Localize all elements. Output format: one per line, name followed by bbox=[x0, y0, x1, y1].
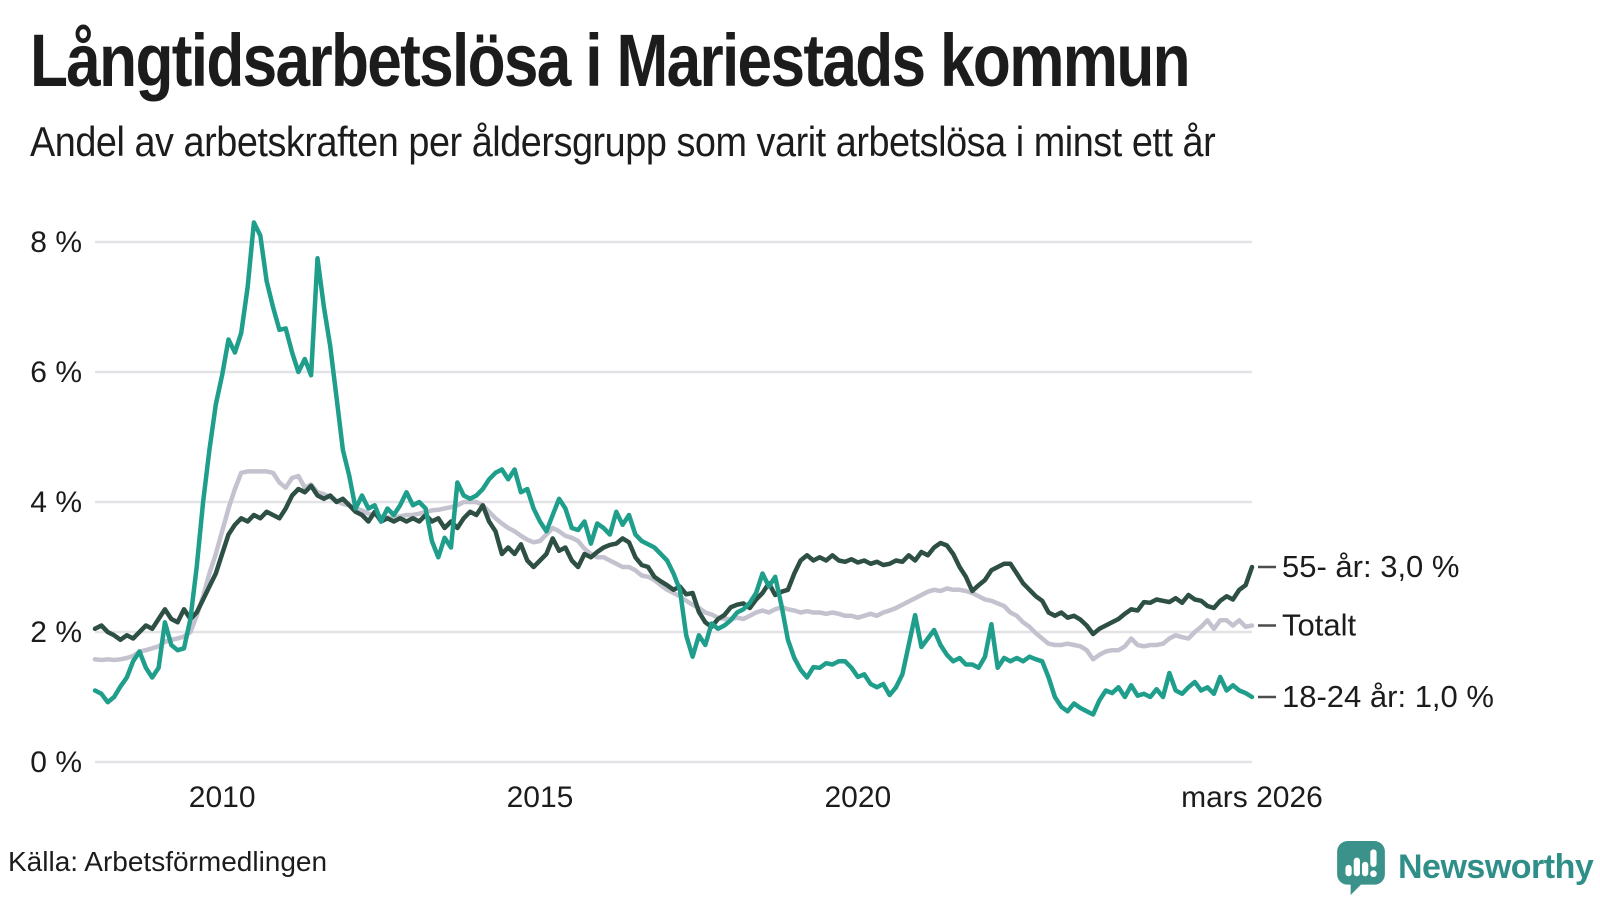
page-subtitle: Andel av arbetskraften per åldersgrupp s… bbox=[30, 118, 1216, 165]
logo-bubble-shape bbox=[1337, 841, 1385, 895]
series-end-label: Totalt bbox=[1282, 608, 1356, 643]
series-end-label: 18-24 år: 1,0 % bbox=[1282, 679, 1494, 714]
x-tick-label: 2015 bbox=[507, 781, 574, 814]
series-line-totalt bbox=[92, 469, 1255, 663]
y-tick-label: 8 % bbox=[30, 226, 82, 259]
x-tick-label: mars 2026 bbox=[1181, 781, 1323, 814]
series-line-18-24-r bbox=[92, 220, 1255, 717]
x-tick-label: 2010 bbox=[189, 781, 256, 814]
series-line-55-r bbox=[92, 483, 1255, 643]
page-title: Långtidsarbetslösa i Mariestads kommun bbox=[30, 19, 1191, 102]
logo-bars-icon bbox=[1345, 849, 1377, 878]
source-note: Källa: Arbetsförmedlingen bbox=[8, 846, 328, 877]
y-tick-label: 2 % bbox=[30, 616, 82, 649]
newsworthy-logo: Newsworthy bbox=[1336, 840, 1594, 895]
y-tick-label: 6 % bbox=[30, 356, 82, 389]
newsworthy-brand-text: Newsworthy bbox=[1398, 848, 1594, 886]
y-tick-label: 0 % bbox=[30, 746, 82, 779]
y-tick-label: 4 % bbox=[30, 486, 82, 519]
series-end-label: 55- år: 3,0 % bbox=[1282, 549, 1459, 584]
x-tick-label: 2020 bbox=[824, 781, 891, 814]
newsworthy-logo-icon bbox=[1337, 841, 1385, 895]
